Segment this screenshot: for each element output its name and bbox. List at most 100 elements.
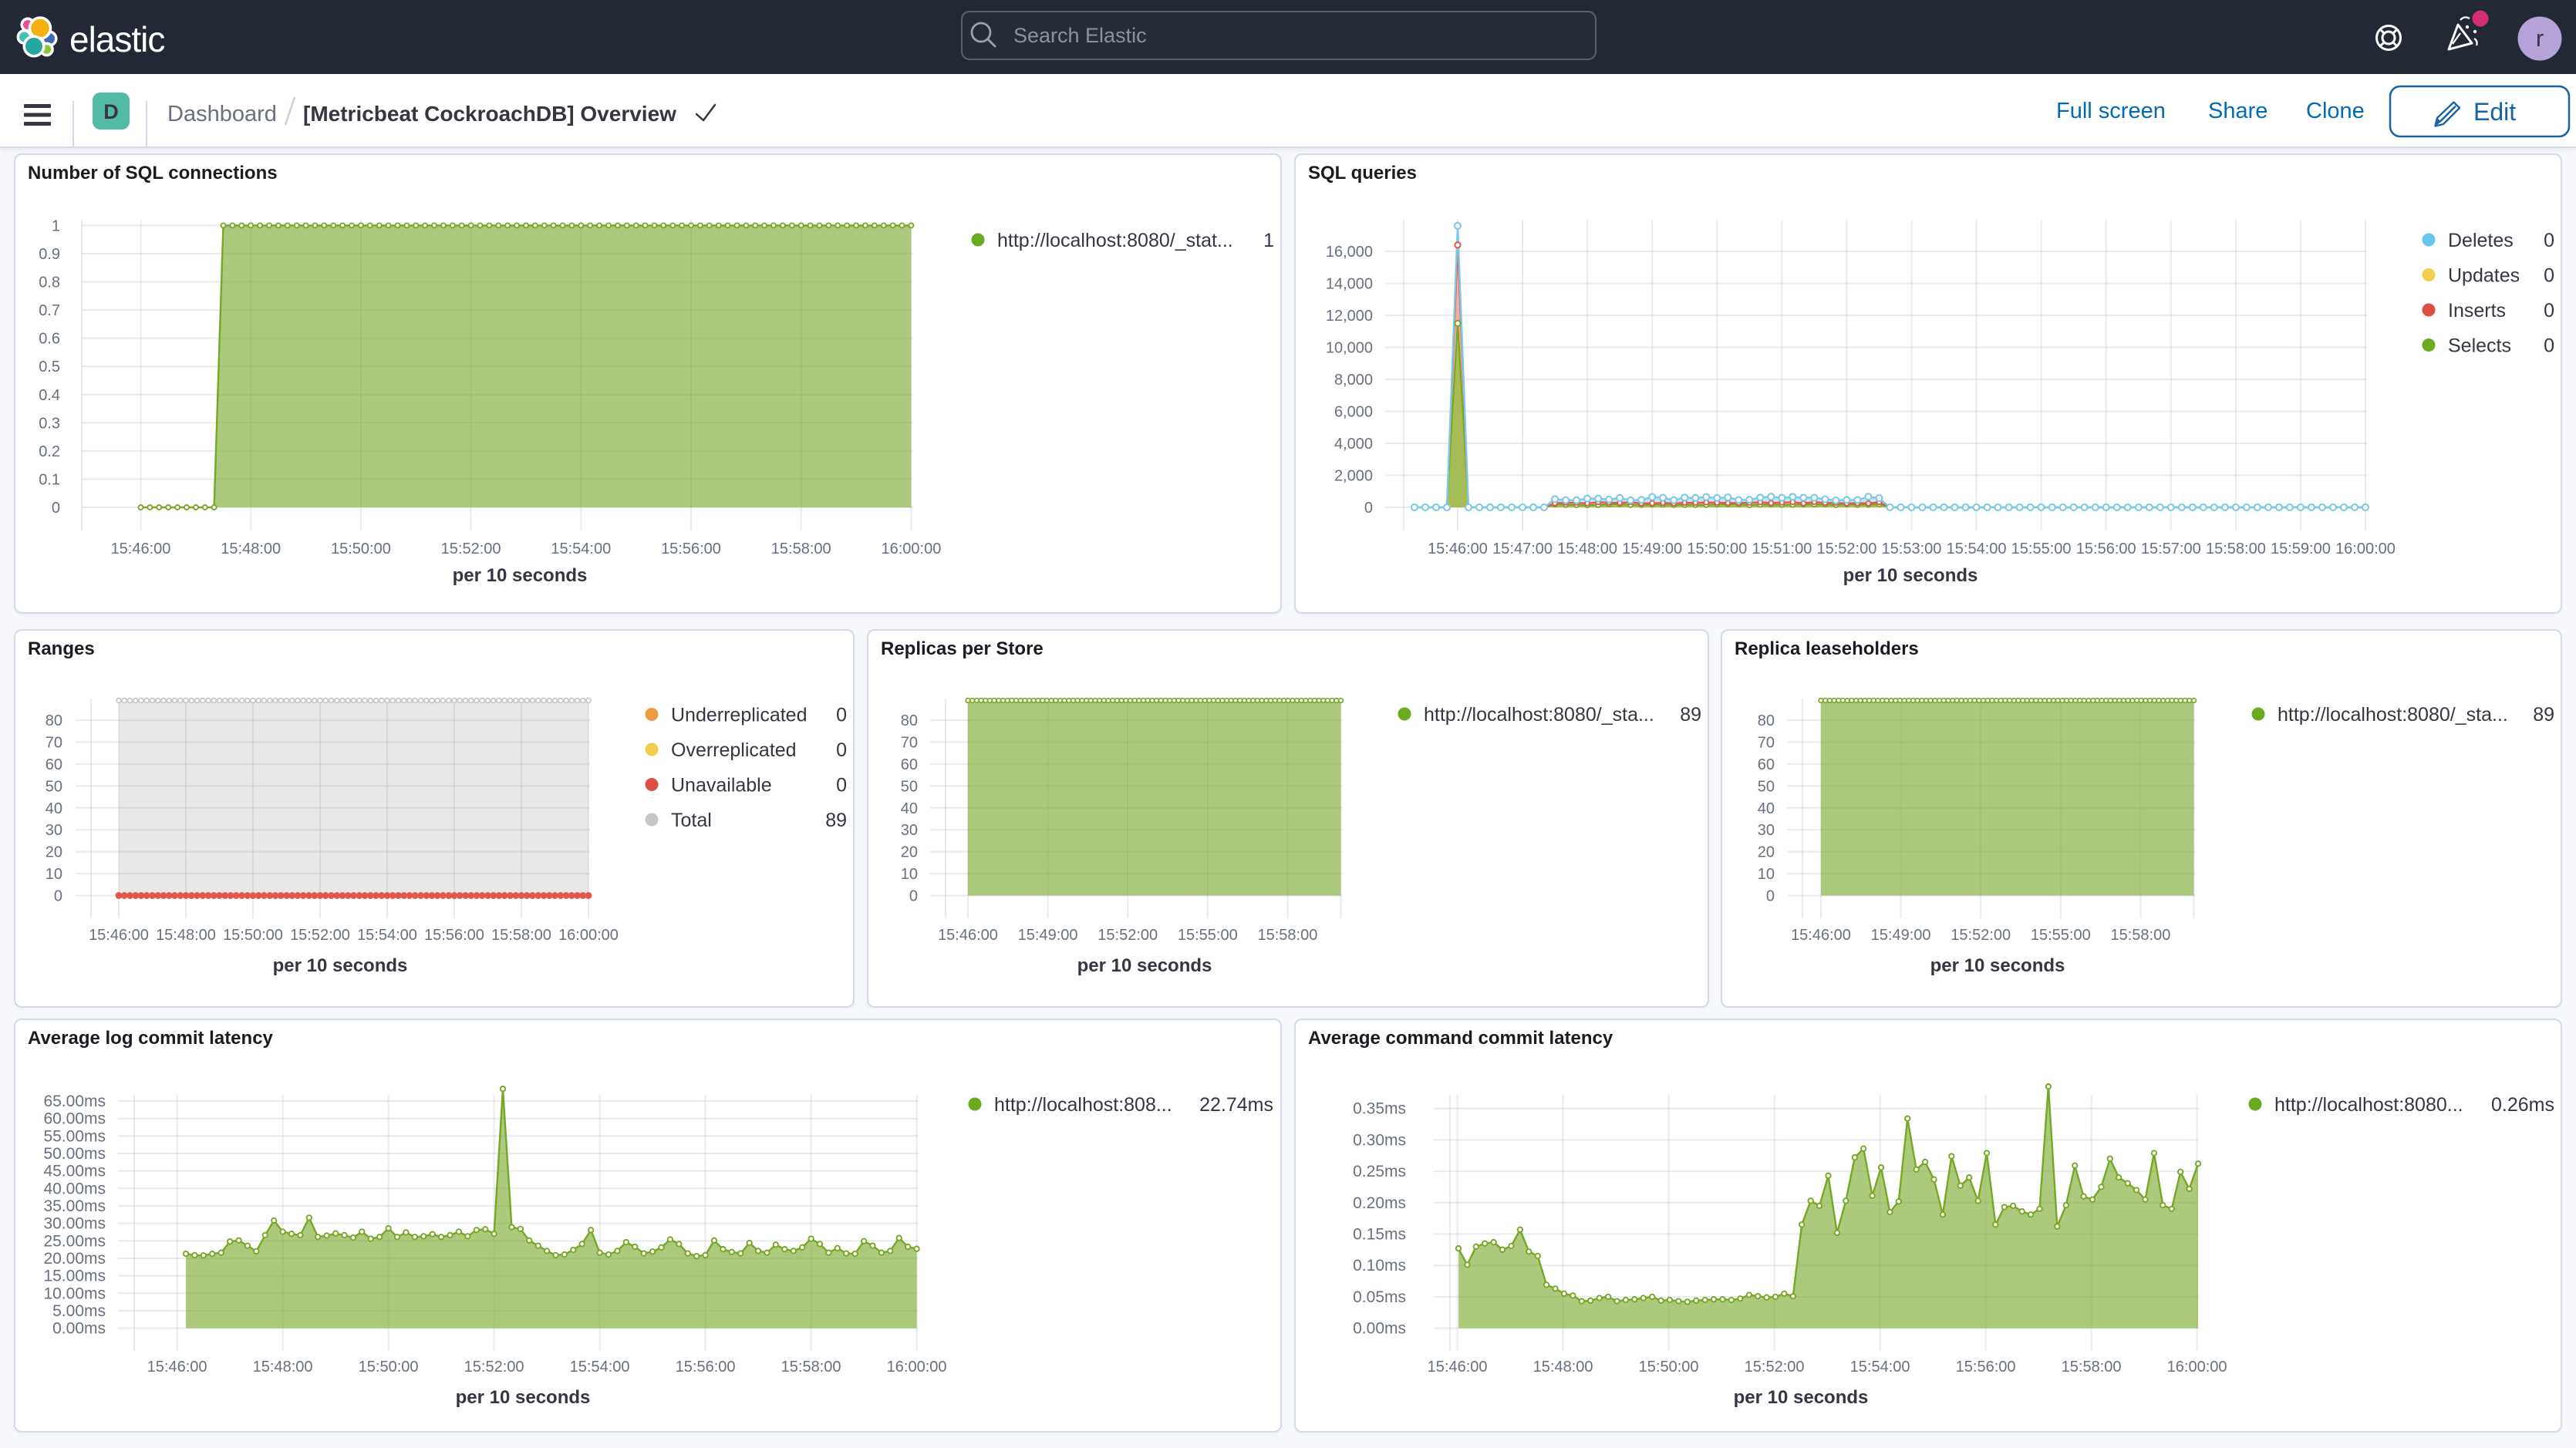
svg-text:0.7: 0.7 xyxy=(39,302,60,319)
svg-text:http://localhost:8080...: http://localhost:8080... xyxy=(2274,1094,2463,1116)
svg-text:Share: Share xyxy=(2208,99,2267,123)
svg-text:0.00ms: 0.00ms xyxy=(1353,1320,1406,1338)
svg-text:D: D xyxy=(103,100,119,123)
svg-text:15:58:00: 15:58:00 xyxy=(1257,927,1317,944)
svg-text:0.2: 0.2 xyxy=(39,443,60,460)
svg-text:15:50:00: 15:50:00 xyxy=(1687,540,1747,557)
svg-text:[Metricbeat CockroachDB] Overv: [Metricbeat CockroachDB] Overview xyxy=(303,102,676,126)
svg-text:Underreplicated: Underreplicated xyxy=(671,705,808,726)
svg-text:Selects: Selects xyxy=(2448,335,2511,357)
svg-text:16:00:00: 16:00:00 xyxy=(558,927,619,944)
svg-text:15:46:00: 15:46:00 xyxy=(1428,1359,1488,1376)
svg-text:70: 70 xyxy=(1758,735,1775,752)
svg-text:r: r xyxy=(2536,25,2544,52)
svg-text:per 10 seconds: per 10 seconds xyxy=(1734,1387,1869,1408)
svg-text:15:54:00: 15:54:00 xyxy=(1947,540,2007,557)
svg-text:15:59:00: 15:59:00 xyxy=(2271,540,2331,557)
svg-text:20: 20 xyxy=(46,844,62,861)
svg-text:Updates: Updates xyxy=(2448,265,2520,287)
svg-text:16:00:00: 16:00:00 xyxy=(887,1359,947,1376)
svg-text:80: 80 xyxy=(46,712,62,729)
svg-text:1: 1 xyxy=(1263,230,1274,251)
svg-text:0: 0 xyxy=(836,739,847,761)
svg-text:15:52:00: 15:52:00 xyxy=(464,1359,524,1376)
svg-text:0: 0 xyxy=(909,888,918,905)
svg-text:80: 80 xyxy=(1758,712,1775,729)
svg-text:15:56:00: 15:56:00 xyxy=(424,927,484,944)
svg-text:25.00ms: 25.00ms xyxy=(43,1232,106,1250)
svg-text:0: 0 xyxy=(54,888,62,905)
svg-text:15:54:00: 15:54:00 xyxy=(551,540,611,557)
svg-text:0.15ms: 0.15ms xyxy=(1353,1226,1406,1244)
svg-text:2,000: 2,000 xyxy=(1334,468,1373,485)
svg-text:15:55:00: 15:55:00 xyxy=(2011,540,2072,557)
svg-text:15:46:00: 15:46:00 xyxy=(1791,927,1851,944)
svg-text:70: 70 xyxy=(46,735,62,752)
svg-text:0: 0 xyxy=(1766,888,1775,905)
svg-text:15:57:00: 15:57:00 xyxy=(2141,540,2201,557)
svg-text:20: 20 xyxy=(901,844,918,861)
svg-text:30.00ms: 30.00ms xyxy=(43,1215,106,1233)
svg-text:0: 0 xyxy=(52,500,60,517)
svg-text:0: 0 xyxy=(1364,500,1373,517)
svg-text:15:48:00: 15:48:00 xyxy=(221,540,281,557)
svg-text:15:54:00: 15:54:00 xyxy=(1850,1359,1910,1376)
svg-text:0.6: 0.6 xyxy=(39,331,60,348)
svg-text:15:56:00: 15:56:00 xyxy=(661,540,721,557)
svg-text:15:58:00: 15:58:00 xyxy=(491,927,551,944)
svg-text:65.00ms: 65.00ms xyxy=(43,1093,106,1110)
svg-text:80: 80 xyxy=(901,712,918,729)
svg-text:40: 40 xyxy=(46,800,62,817)
svg-text:10: 10 xyxy=(1758,866,1775,883)
svg-text:15:58:00: 15:58:00 xyxy=(2062,1359,2122,1376)
svg-text:8,000: 8,000 xyxy=(1334,372,1373,389)
svg-text:per 10 seconds: per 10 seconds xyxy=(1930,955,2065,976)
svg-text:20: 20 xyxy=(1758,844,1775,861)
svg-text:15:49:00: 15:49:00 xyxy=(1622,540,1682,557)
svg-text:15:56:00: 15:56:00 xyxy=(2076,540,2136,557)
svg-text:15:50:00: 15:50:00 xyxy=(1639,1359,1699,1376)
svg-text:15:52:00: 15:52:00 xyxy=(1816,540,1876,557)
svg-text:0.20ms: 0.20ms xyxy=(1353,1194,1406,1212)
svg-text:0: 0 xyxy=(2544,230,2554,251)
svg-text:40.00ms: 40.00ms xyxy=(43,1180,106,1197)
svg-text:15:48:00: 15:48:00 xyxy=(1557,540,1617,557)
svg-text:16,000: 16,000 xyxy=(1326,244,1373,261)
svg-text:16:00:00: 16:00:00 xyxy=(2335,540,2396,557)
svg-text:35.00ms: 35.00ms xyxy=(43,1197,106,1215)
svg-text:22.74ms: 22.74ms xyxy=(1199,1094,1273,1116)
svg-text:15.00ms: 15.00ms xyxy=(43,1268,106,1285)
svg-text:10: 10 xyxy=(901,866,918,883)
svg-text:30: 30 xyxy=(1758,822,1775,839)
svg-text:89: 89 xyxy=(825,810,847,831)
svg-text:40: 40 xyxy=(901,800,918,817)
svg-text:0.1: 0.1 xyxy=(39,471,60,488)
svg-text:0.8: 0.8 xyxy=(39,274,60,291)
svg-text:10.00ms: 10.00ms xyxy=(43,1285,106,1302)
svg-text:0.10ms: 0.10ms xyxy=(1353,1257,1406,1275)
svg-text:60: 60 xyxy=(46,756,62,773)
svg-text:10: 10 xyxy=(46,866,62,883)
svg-text:15:50:00: 15:50:00 xyxy=(359,1359,419,1376)
svg-text:0: 0 xyxy=(2544,300,2554,322)
svg-text:per 10 seconds: per 10 seconds xyxy=(273,955,408,976)
svg-text:70: 70 xyxy=(901,735,918,752)
svg-text:0: 0 xyxy=(836,705,847,726)
svg-text:15:58:00: 15:58:00 xyxy=(771,540,831,557)
svg-text:0: 0 xyxy=(836,775,847,796)
svg-text:elastic: elastic xyxy=(69,19,164,59)
svg-text:per 10 seconds: per 10 seconds xyxy=(1843,565,1978,586)
svg-text:15:48:00: 15:48:00 xyxy=(253,1359,313,1376)
svg-text:15:52:00: 15:52:00 xyxy=(1097,927,1158,944)
svg-text:0: 0 xyxy=(2544,265,2554,287)
svg-text:0: 0 xyxy=(2544,335,2554,357)
svg-text:0.5: 0.5 xyxy=(39,359,60,375)
svg-text:http://localhost:808...: http://localhost:808... xyxy=(994,1094,1172,1116)
svg-text:15:48:00: 15:48:00 xyxy=(1533,1359,1593,1376)
svg-text:15:48:00: 15:48:00 xyxy=(156,927,216,944)
svg-text:15:51:00: 15:51:00 xyxy=(1752,540,1812,557)
svg-text:15:49:00: 15:49:00 xyxy=(1018,927,1078,944)
svg-text:15:46:00: 15:46:00 xyxy=(1428,540,1488,557)
svg-text:89: 89 xyxy=(2533,704,2554,726)
svg-text:10,000: 10,000 xyxy=(1326,340,1373,357)
